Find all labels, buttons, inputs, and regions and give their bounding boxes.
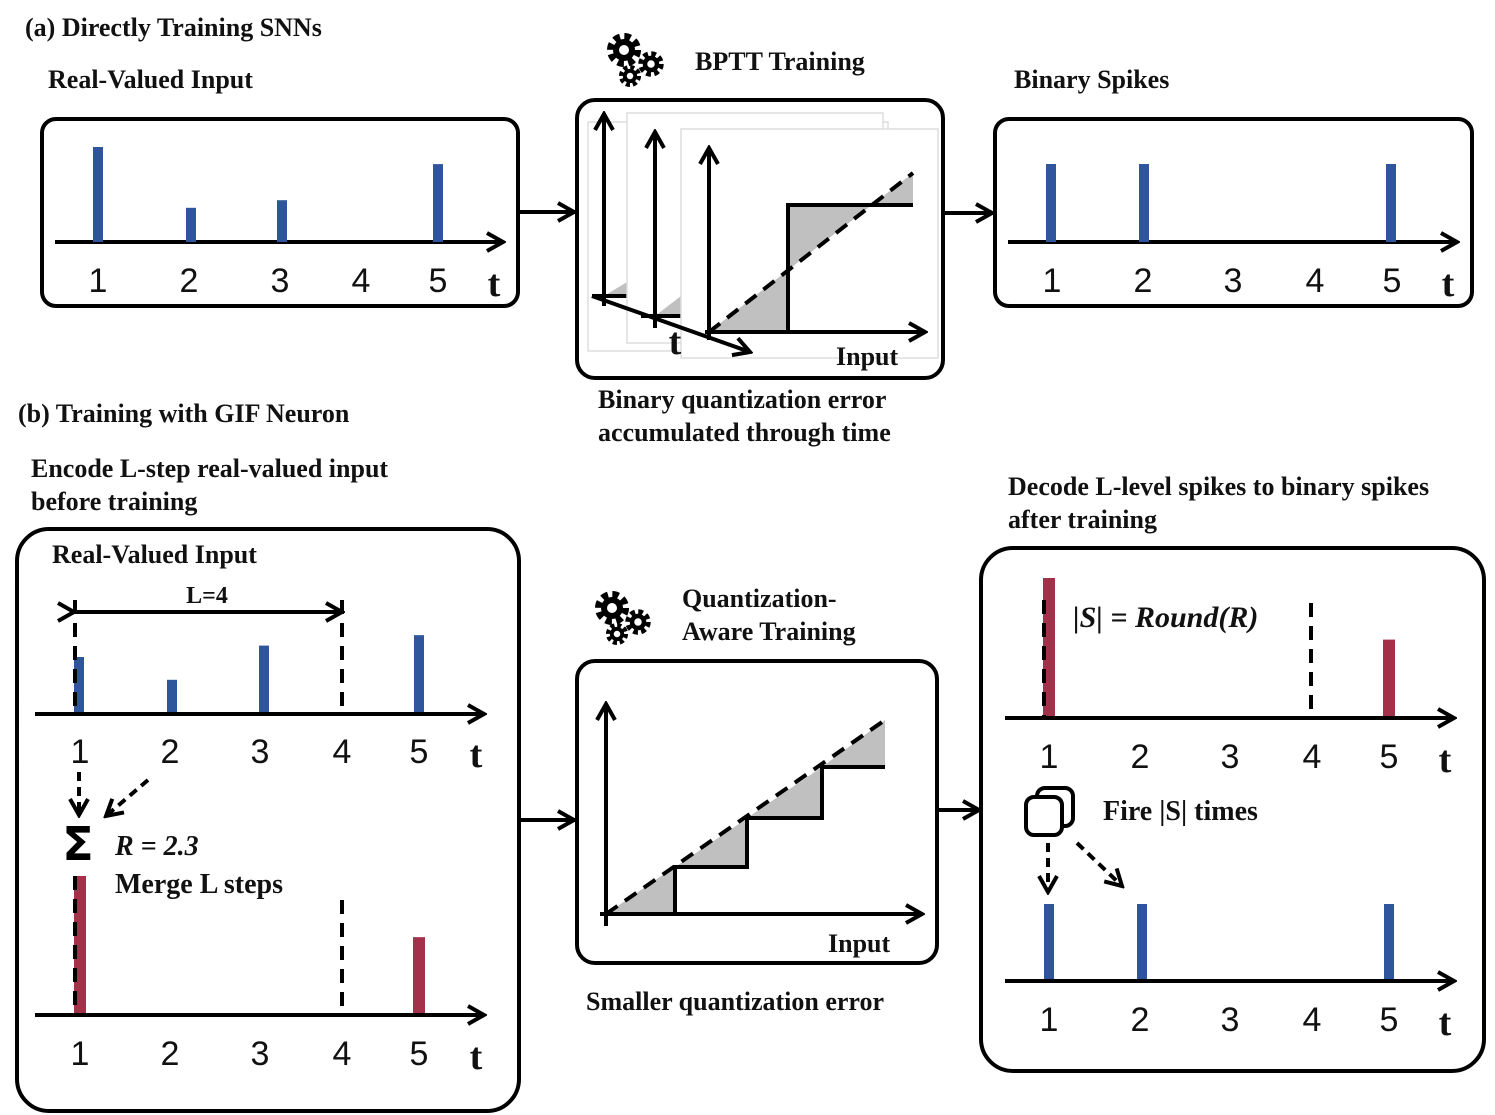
window-label: L=4 xyxy=(186,583,228,609)
fire-arrow xyxy=(1075,841,1122,886)
gears-icon xyxy=(611,37,661,84)
b-level-spikes xyxy=(1043,578,1395,718)
merge-arrow xyxy=(106,778,150,816)
tick-label: 4 xyxy=(333,1035,352,1073)
tick-label: 2 xyxy=(1131,1001,1150,1039)
gears-icon xyxy=(599,595,648,642)
a-input-ticks: 1 2 3 4 5 t xyxy=(89,262,501,305)
tick-label: 2 xyxy=(161,733,180,771)
spike-bar xyxy=(186,207,196,242)
tick-label: 1 xyxy=(71,1035,90,1073)
t-axis-label: t xyxy=(1442,263,1455,305)
bptt-caption-line1: Binary quantization error xyxy=(598,385,886,414)
tick-label: 1 xyxy=(71,733,90,771)
r-value: R = 2.3 xyxy=(114,831,199,862)
section-a-title: (a) Directly Training SNNs xyxy=(25,13,322,42)
tick-label: 3 xyxy=(1221,1001,1240,1039)
binary-spikes-label: Binary Spikes xyxy=(1014,65,1169,94)
spike-bar xyxy=(1139,164,1149,242)
tick-label: 1 xyxy=(89,262,108,300)
qat-input-label: Input xyxy=(828,929,890,958)
qat-label-line2: Aware Training xyxy=(682,617,856,646)
encode-caption-line1: Encode L-step real-valued input xyxy=(31,454,388,483)
bptt-t-label: t xyxy=(669,321,682,363)
tick-label: 4 xyxy=(1303,738,1322,776)
merge-label: Merge L steps xyxy=(115,869,283,900)
spike-bar xyxy=(1044,904,1054,981)
b-merged-ticks: 1 2 3 4 5 t xyxy=(71,1035,483,1078)
tick-label: 4 xyxy=(1303,1001,1322,1039)
t-axis-label: t xyxy=(470,1036,483,1078)
t-axis-label: t xyxy=(488,263,501,305)
spike-bar xyxy=(1137,904,1147,981)
tick-label: 5 xyxy=(429,262,448,300)
a-input-label: Real-Valued Input xyxy=(48,65,253,94)
spike-bar xyxy=(1386,164,1396,242)
a-output-spikes xyxy=(1046,164,1396,242)
section-b-title: (b) Training with GIF Neuron xyxy=(18,399,350,428)
b-input-ticks: 1 2 3 4 5 t xyxy=(71,733,483,776)
tick-label: 5 xyxy=(1383,262,1402,300)
tick-label: 5 xyxy=(1380,738,1399,776)
decode-caption-line1: Decode L-level spikes to binary spikes xyxy=(1008,472,1429,501)
tick-label: 2 xyxy=(161,1035,180,1073)
tick-label: 5 xyxy=(410,1035,429,1073)
tick-label: 3 xyxy=(1221,738,1240,776)
t-axis-label: t xyxy=(1439,1002,1452,1044)
t-axis-label: t xyxy=(470,734,483,776)
tick-label: 2 xyxy=(1131,738,1150,776)
b-decoded-spikes xyxy=(1044,904,1394,981)
spike-bar xyxy=(414,635,424,714)
spike-bar xyxy=(1383,639,1395,718)
decode-panel xyxy=(979,546,1486,1073)
tick-label: 3 xyxy=(1224,262,1243,300)
round-formula: |S| = Round(R) xyxy=(1073,601,1258,634)
bptt-caption-line2: accumulated through time xyxy=(598,418,891,447)
tick-label: 5 xyxy=(410,733,429,771)
spike-bar xyxy=(433,164,443,242)
a-input-spikes xyxy=(93,147,443,242)
decode-caption-line2: after training xyxy=(1008,505,1157,534)
spike-bar xyxy=(1384,904,1394,981)
tick-label: 2 xyxy=(180,262,199,300)
tick-label: 4 xyxy=(333,733,352,771)
b-decoded-ticks: 1 2 3 4 5 t xyxy=(1040,1001,1452,1044)
tick-label: 4 xyxy=(1306,262,1325,300)
encode-caption-line2: before training xyxy=(31,487,197,516)
t-axis-label: t xyxy=(1439,739,1452,781)
a-output-ticks: 1 2 3 4 5 t xyxy=(1043,262,1455,305)
spike-bar xyxy=(1046,164,1056,242)
spike-bar xyxy=(259,645,269,714)
tick-label: 3 xyxy=(251,733,270,771)
copy-icon xyxy=(1024,786,1075,837)
spike-bar xyxy=(93,147,103,242)
a-output-panel xyxy=(993,117,1474,308)
tick-label: 4 xyxy=(352,262,371,300)
tick-label: 3 xyxy=(251,1035,270,1073)
b-input-label: Real-Valued Input xyxy=(52,540,257,569)
tick-label: 1 xyxy=(1040,1001,1059,1039)
bptt-panel xyxy=(575,98,945,380)
tick-label: 1 xyxy=(1040,738,1059,776)
spike-bar xyxy=(413,937,425,1015)
qat-caption: Smaller quantization error xyxy=(586,987,884,1016)
bptt-graph xyxy=(587,113,939,359)
tick-label: 5 xyxy=(1380,1001,1399,1039)
tick-label: 3 xyxy=(271,262,290,300)
spike-bar xyxy=(167,679,177,714)
bptt-input-label: Input xyxy=(836,342,898,371)
qat-label-line1: Quantization- xyxy=(682,584,837,613)
b-level-ticks: 1 2 3 4 5 t xyxy=(1040,738,1452,781)
tick-label: 1 xyxy=(1043,262,1062,300)
fire-label: Fire |S| times xyxy=(1103,796,1258,827)
sum-icon: Σ xyxy=(62,817,93,871)
spike-bar xyxy=(74,657,84,714)
tick-label: 2 xyxy=(1134,262,1153,300)
b-input-spikes xyxy=(74,635,424,714)
bptt-training-label: BPTT Training xyxy=(695,47,865,76)
qat-graph xyxy=(600,704,922,926)
spike-bar xyxy=(277,200,287,242)
